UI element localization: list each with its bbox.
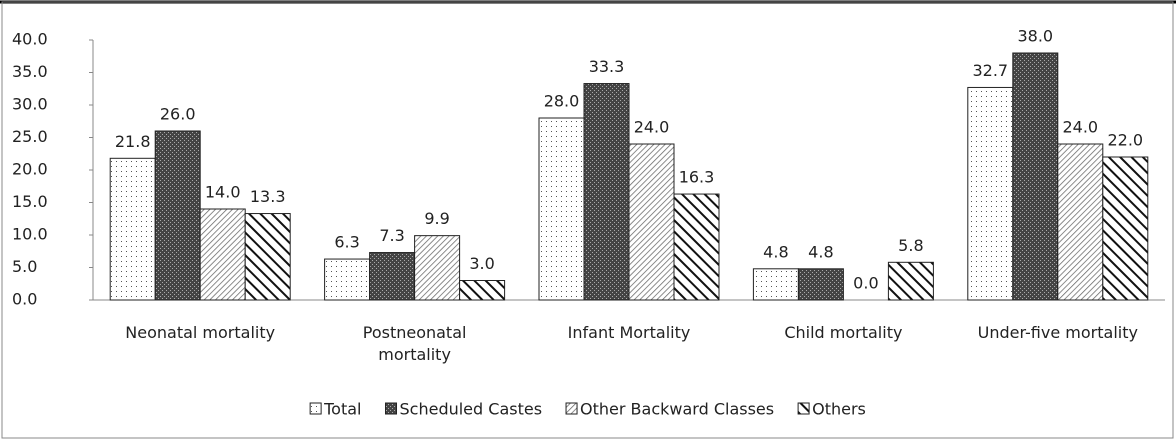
y-tick-label: 30.0 <box>12 95 48 114</box>
value-label: 22.0 <box>1107 131 1143 150</box>
bar <box>459 280 506 301</box>
bar <box>887 261 934 301</box>
y-tick-label: 5.0 <box>12 257 37 276</box>
bar <box>673 193 720 301</box>
value-label: 3.0 <box>469 254 494 273</box>
y-tick-label: 10.0 <box>12 225 48 244</box>
bar <box>369 252 416 301</box>
bar <box>244 213 291 301</box>
y-tick-label: 20.0 <box>12 160 48 179</box>
value-label: 0.0 <box>853 274 878 293</box>
bar <box>1012 52 1059 301</box>
x-tick-label: Infant Mortality <box>567 323 691 342</box>
value-label: 9.9 <box>424 209 449 228</box>
legend-swatch <box>309 402 322 415</box>
bar <box>154 130 201 301</box>
y-tick-label: 15.0 <box>12 192 48 211</box>
value-label: 13.3 <box>250 187 286 206</box>
value-label: 38.0 <box>1017 27 1053 46</box>
value-label: 4.8 <box>763 242 788 261</box>
value-label: 26.0 <box>160 105 196 124</box>
legend-swatch <box>565 402 578 415</box>
bar <box>583 83 630 301</box>
value-label: 33.3 <box>589 57 625 76</box>
value-label: 7.3 <box>379 226 404 245</box>
bar <box>967 86 1014 301</box>
value-label: 6.3 <box>334 233 359 252</box>
value-label: 5.8 <box>898 236 923 255</box>
x-tick-label: Under-five mortality <box>977 323 1138 342</box>
bar <box>109 157 156 301</box>
bar <box>628 143 675 301</box>
bar <box>1102 156 1149 301</box>
y-tick-label: 0.0 <box>12 290 37 309</box>
y-tick-label: 25.0 <box>12 127 48 146</box>
bar <box>414 235 461 301</box>
value-label: 32.7 <box>972 61 1008 80</box>
legend-label: Total <box>323 400 361 419</box>
value-label: 14.0 <box>205 183 241 202</box>
value-label: 28.0 <box>544 92 580 111</box>
legend-label: Others <box>812 400 866 419</box>
x-tick-label: Postneonatal mortality <box>362 323 467 364</box>
value-label: 16.3 <box>679 168 715 187</box>
value-label: 4.8 <box>808 242 833 261</box>
value-label: 21.8 <box>115 132 151 151</box>
bar <box>1057 143 1104 301</box>
legend-label: Other Backward Classes <box>580 400 774 419</box>
legend-label: Scheduled Castes <box>400 400 543 419</box>
legend-swatch <box>797 402 810 415</box>
y-tick-label: 40.0 <box>12 30 48 49</box>
value-label: 24.0 <box>634 118 670 137</box>
bar <box>752 268 799 301</box>
bar <box>324 258 371 301</box>
legend-swatch <box>385 402 398 415</box>
x-tick-label: Neonatal mortality <box>125 323 276 342</box>
x-tick-label: Child mortality <box>784 323 903 342</box>
bar <box>199 208 246 301</box>
value-label: 24.0 <box>1062 118 1098 137</box>
y-tick-label: 35.0 <box>12 62 48 81</box>
bar <box>797 268 844 301</box>
bar <box>538 117 585 301</box>
